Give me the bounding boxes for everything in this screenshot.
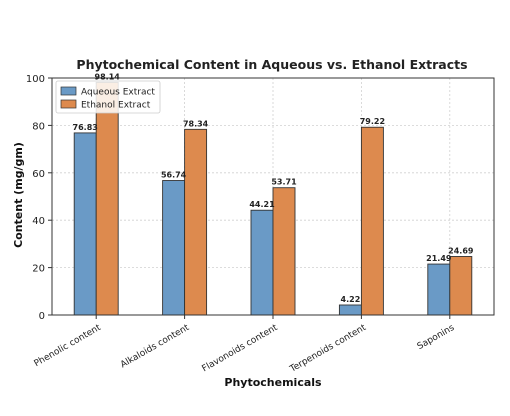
bars [73, 81, 473, 316]
data-label: 21.49 [426, 254, 452, 263]
bar-ethanol [449, 256, 473, 316]
data-label: 24.69 [448, 246, 474, 255]
legend: Aqueous Extract Ethanol Extract [55, 80, 161, 114]
data-label: 4.22 [341, 295, 361, 304]
legend-label: Ethanol Extract [81, 101, 151, 111]
y-tick-label: 60 [32, 169, 45, 180]
bar-ethanol [184, 128, 208, 316]
legend-box [55, 80, 161, 114]
legend-swatch [60, 99, 77, 109]
y-tick-label: 100 [26, 74, 45, 85]
x-tick-label: Flavonoids content [200, 323, 279, 375]
bar-ethanol [360, 126, 384, 316]
bar-aqueous [250, 209, 274, 316]
bar-aqueous [73, 132, 97, 316]
x-tick-label: Terpenoids content [288, 323, 369, 375]
bar-aqueous [338, 304, 362, 316]
x-tick-label: Phenolic content [33, 323, 103, 369]
x-tick-label: Alkaloids content [119, 323, 191, 371]
legend-swatch [60, 86, 77, 96]
data-label: 79.22 [360, 117, 385, 126]
chart-title: Phytochemical Content in Aqueous vs. Eth… [76, 57, 467, 72]
data-label: 44.21 [249, 200, 275, 209]
data-label: 56.74 [161, 171, 187, 180]
y-tick-label: 20 [32, 264, 45, 275]
plot-frame [51, 77, 495, 316]
data-label: 98.14 [95, 72, 121, 81]
y-tick-label: 0 [39, 311, 45, 322]
y-axis-label: Content (mg/gm) [12, 142, 25, 248]
data-label: 76.83 [73, 123, 98, 132]
bar-ethanol [95, 81, 119, 316]
bar-aqueous [162, 180, 186, 316]
y-tick-label: 40 [32, 216, 45, 227]
x-axis-label: Phytochemicals [224, 376, 322, 389]
data-label: 53.71 [271, 178, 297, 187]
x-tick-label: Saponins [416, 323, 457, 352]
data-label: 78.34 [183, 119, 209, 128]
legend-label: Aqueous Extract [81, 88, 155, 98]
bar-aqueous [427, 263, 451, 316]
bar-ethanol [272, 187, 296, 316]
y-tick-label: 80 [32, 121, 45, 132]
data-labels: 76.83 98.14 56.74 78.34 44.21 53.71 4.22 79.22 2… [73, 72, 474, 304]
